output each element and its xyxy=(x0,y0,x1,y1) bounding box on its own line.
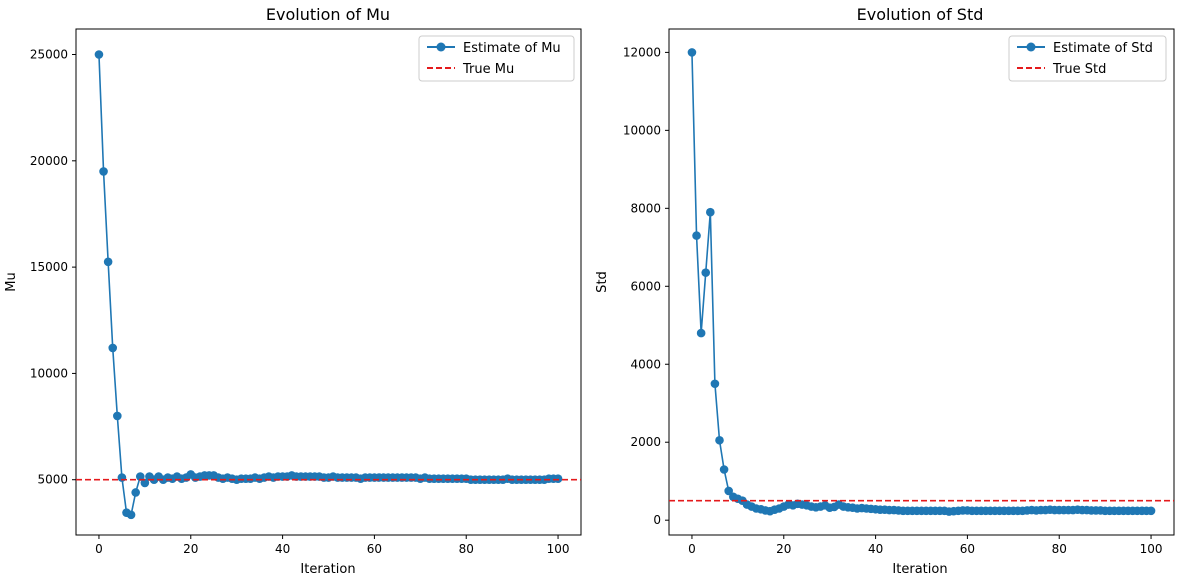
std-y-axis-label: Std xyxy=(595,271,610,293)
mu-legend: Estimate of Mu True Mu xyxy=(418,35,575,82)
mu-legend-true-label: True Mu xyxy=(462,62,514,77)
std-x-tick-label: 40 xyxy=(868,542,883,556)
mu-y-tick-label: 20000 xyxy=(30,154,68,168)
std-estimate-point xyxy=(710,379,720,389)
mu-estimate-point xyxy=(126,510,136,520)
std-y-tick-label: 0 xyxy=(653,513,661,527)
std-x-tick-label: 0 xyxy=(688,542,696,556)
mu-y-tick-label: 15000 xyxy=(30,260,68,274)
mu-chart-title: Evolution of Mu xyxy=(266,5,390,24)
std-legend-estimate-label: Estimate of Std xyxy=(1053,41,1153,56)
std-y-tick-label: 12000 xyxy=(623,45,661,59)
mu-estimate-point xyxy=(553,474,563,483)
std-y-tick-label: 2000 xyxy=(630,435,661,449)
mu-plot-frame xyxy=(75,28,582,536)
mu-estimate-point xyxy=(117,473,127,482)
std-x-tick-label: 100 xyxy=(1140,542,1163,556)
std-x-tick-label: 60 xyxy=(960,542,975,556)
std-estimate-point xyxy=(687,48,697,57)
std-x-tick-label: 80 xyxy=(1052,542,1067,556)
std-x-tick-label: 20 xyxy=(776,542,791,556)
std-plot-frame xyxy=(668,28,1175,536)
mu-x-tick-label: 40 xyxy=(275,542,290,556)
mu-estimate-point xyxy=(131,488,140,497)
std-estimate-point xyxy=(719,465,729,474)
std-y-tick-label: 10000 xyxy=(623,123,661,137)
mu-legend-estimate-marker xyxy=(436,42,446,52)
mu-y-tick-label: 25000 xyxy=(30,48,68,62)
std-y-tick-label: 8000 xyxy=(630,201,661,215)
mu-estimate-point xyxy=(113,411,122,421)
mu-x-axis-label: Iteration xyxy=(300,562,355,577)
mu-estimate-point xyxy=(108,343,118,353)
std-estimate-line xyxy=(691,52,1152,513)
std-y-tick-label: 4000 xyxy=(630,357,661,371)
std-chart-title: Evolution of Std xyxy=(857,5,984,24)
std-chart-panel: Evolution of Std Iteration Std 0 20 40 60 80… xyxy=(595,5,1175,577)
mu-estimate-point xyxy=(94,50,104,59)
mu-estimate-point xyxy=(99,167,108,176)
mu-x-tick-label: 80 xyxy=(459,542,474,556)
mu-legend-box xyxy=(418,35,575,82)
mu-y-tick-label: 5000 xyxy=(37,473,68,487)
mu-estimate-point xyxy=(103,257,113,267)
std-legend-estimate-marker xyxy=(1026,42,1036,52)
mu-x-tick-label: 0 xyxy=(95,542,103,556)
std-estimate-point xyxy=(724,486,733,496)
std-y-tick-label: 6000 xyxy=(630,279,661,293)
mu-estimate-point xyxy=(135,472,145,481)
mu-estimate-point xyxy=(140,478,150,488)
std-estimate-point xyxy=(1146,506,1156,516)
mu-chart-panel: Evolution of Mu Iteration Mu 0 20 40 60 80 10… xyxy=(4,5,582,577)
mu-y-tick-label: 10000 xyxy=(30,366,68,380)
std-legend-box xyxy=(1008,35,1167,82)
mu-data-layer xyxy=(76,50,581,520)
std-x-axis-label: Iteration xyxy=(892,562,947,577)
std-estimate-point xyxy=(696,328,706,338)
std-estimate-point xyxy=(715,435,724,445)
std-estimate-point xyxy=(692,231,701,240)
std-data-layer xyxy=(669,48,1174,516)
std-legend: Estimate of Std True Std xyxy=(1008,35,1167,82)
mu-estimate-line xyxy=(98,54,559,516)
std-estimate-point xyxy=(701,268,711,277)
std-estimate-point xyxy=(706,207,715,217)
mu-x-tick-label: 20 xyxy=(183,542,198,556)
mu-x-tick-label: 100 xyxy=(547,542,570,556)
std-legend-true-label: True Std xyxy=(1052,62,1106,77)
mu-legend-estimate-label: Estimate of Mu xyxy=(463,41,561,56)
mu-y-axis-label: Mu xyxy=(4,272,19,291)
mu-x-tick-label: 60 xyxy=(367,542,382,556)
